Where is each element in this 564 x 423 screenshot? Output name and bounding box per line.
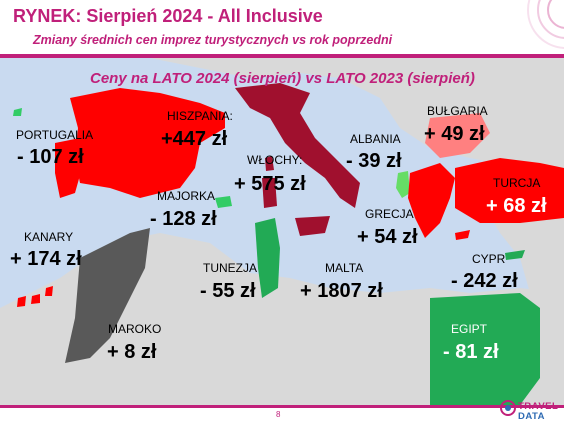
- label-majorka-value: - 128 zł: [150, 208, 217, 230]
- country-cyprus: [505, 250, 525, 260]
- slide-header: RYNEK: Sierpień 2024 - All Inclusive Zmi…: [0, 0, 564, 58]
- label-cypr-value: - 242 zł: [451, 270, 518, 292]
- label-bulgaria-name: BUŁGARIA: [427, 104, 488, 118]
- country-greece: [408, 163, 455, 238]
- label-turcja-name: TURCJA: [493, 176, 541, 190]
- label-cypr-name: CYPR: [472, 252, 506, 266]
- label-grecja-value: + 54 zł: [357, 226, 418, 248]
- country-bulgaria: [425, 113, 490, 158]
- label-majorka-name: MAJORKA: [157, 189, 216, 203]
- label-malta-name: MALTA: [325, 261, 364, 275]
- label-portugalia-value: - 107 zł: [17, 146, 84, 168]
- logo-text-top: TRAVEL: [518, 401, 559, 412]
- logo-text-bottom: DATA: [518, 411, 545, 422]
- label-wlochy-name: WŁOCHY:: [247, 153, 303, 167]
- travel-data-logo-icon: [500, 400, 516, 416]
- country-sicily: [295, 216, 330, 236]
- slide-subtitle: Zmiany średnich cen imprez turystycznych…: [33, 33, 393, 47]
- land-europe: [0, 58, 564, 178]
- country-albania: [396, 171, 410, 198]
- country-canary-islands: [17, 286, 53, 307]
- label-wlochy-value: + 575 zł: [234, 173, 306, 195]
- country-madeira: [13, 108, 22, 116]
- page-number: 8: [276, 410, 281, 419]
- country-corsica: [265, 156, 274, 171]
- label-egipt-name: EGIPT: [451, 322, 488, 336]
- country-turkey: [455, 158, 564, 223]
- mediterranean-map: Ceny na LATO 2024 (sierpień) vs LATO 202…: [0, 58, 564, 405]
- logo-dot-icon: [505, 405, 511, 411]
- slide-title: RYNEK: Sierpień 2024 - All Inclusive: [13, 6, 323, 26]
- country-spain: [70, 88, 225, 198]
- country-tunisia: [255, 218, 280, 298]
- label-maroko-value: + 8 zł: [107, 341, 157, 363]
- country-egypt: [430, 293, 540, 405]
- country-portugal: [55, 138, 82, 198]
- label-malta-value: + 1807 zł: [300, 280, 383, 302]
- country-morocco: [65, 228, 150, 363]
- footer-divider: [0, 405, 564, 408]
- label-albania-value: - 39 zł: [346, 150, 402, 172]
- label-egipt-value: - 81 zł: [443, 341, 499, 363]
- label-maroko-name: MAROKO: [108, 322, 162, 336]
- label-hiszpania-name: HISZPANIA:: [167, 109, 233, 123]
- label-tunezja-name: TUNEZJA: [203, 261, 257, 275]
- label-tunezja-value: - 55 zł: [200, 280, 256, 302]
- label-turcja-value: + 68 zł: [486, 195, 547, 217]
- decorative-arcs-icon: [527, 0, 564, 49]
- map-title: Ceny na LATO 2024 (sierpień) vs LATO 202…: [90, 70, 475, 87]
- greek-islands: [455, 230, 470, 240]
- label-bulgaria-value: + 49 zł: [424, 123, 485, 145]
- label-hiszpania-value: +447 zł: [161, 128, 228, 150]
- label-kanary-name: KANARY: [24, 230, 74, 244]
- label-portugalia-name: PORTUGALIA: [16, 128, 94, 142]
- country-majorca: [215, 196, 232, 208]
- country-sardinia: [262, 178, 277, 208]
- label-albania-name: ALBANIA: [350, 132, 401, 146]
- header-divider: [0, 54, 564, 58]
- country-italy: [235, 83, 360, 208]
- label-grecja-name: GRECJA: [365, 207, 414, 221]
- label-kanary-value: + 174 zł: [10, 248, 82, 270]
- map-shapes: [0, 58, 564, 405]
